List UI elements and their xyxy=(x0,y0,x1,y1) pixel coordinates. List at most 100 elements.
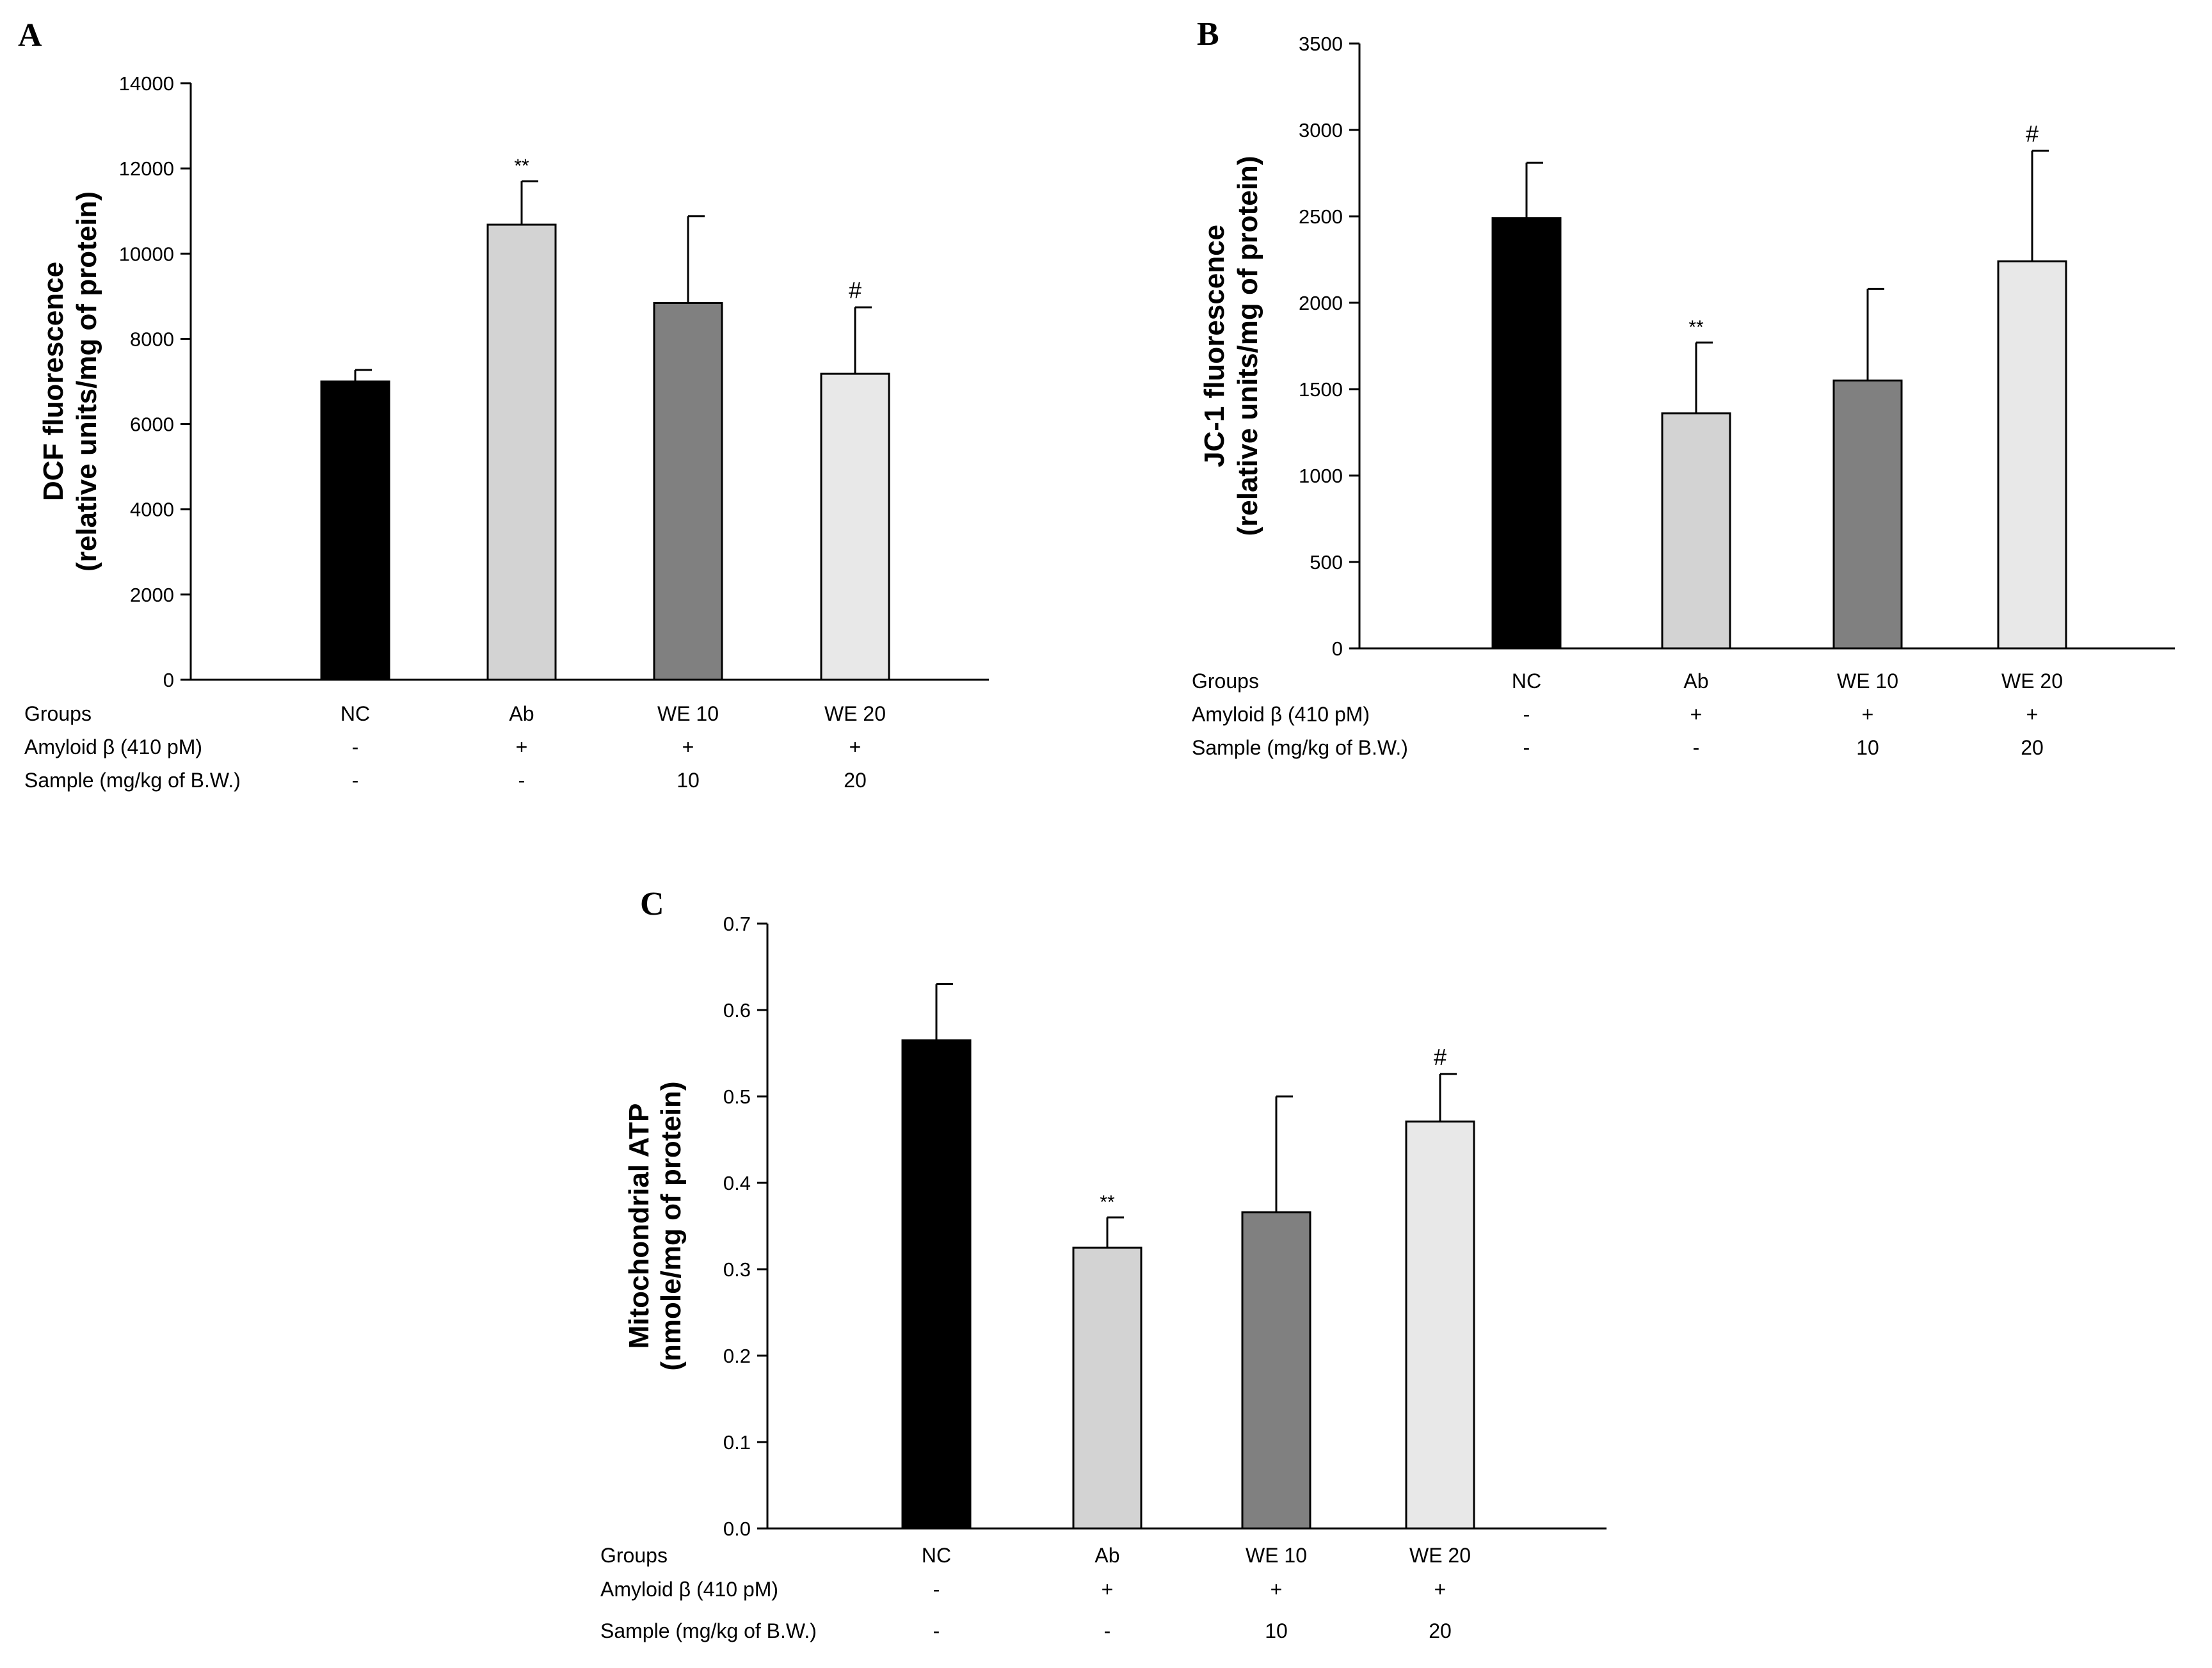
x-category-label: WE 20 xyxy=(2001,670,2063,693)
y-tick-label: 0 xyxy=(163,669,174,691)
y-tick-label: 6000 xyxy=(130,413,174,436)
amyloid-value: + xyxy=(849,735,862,758)
sample-dose-value: 20 xyxy=(844,769,867,792)
panel-label: C xyxy=(640,886,664,922)
amyloid-value: + xyxy=(1270,1578,1283,1601)
x-category-label: WE 10 xyxy=(1246,1544,1307,1567)
y-tick-label: 2000 xyxy=(1299,292,1343,314)
amyloid-value: - xyxy=(933,1578,940,1601)
bar-nc xyxy=(320,380,390,681)
x-category-label: WE 10 xyxy=(657,702,719,725)
sample-dose-value: - xyxy=(933,1619,940,1642)
y-tick-label: 1000 xyxy=(1299,465,1343,487)
x-category-label: Ab xyxy=(1094,1544,1119,1567)
table-row-label: Groups xyxy=(24,702,92,725)
table-row-label: Sample (mg/kg of B.W.) xyxy=(600,1619,817,1642)
significance-marker: ** xyxy=(1688,317,1704,338)
chart-panel-a: A 0 2000 4000 6000 8000 10000 12000 14000 DCF flu… xyxy=(18,17,989,792)
y-axis-title: JC-1 fluorescence xyxy=(1199,225,1230,467)
y-tick-label: 3000 xyxy=(1299,119,1343,141)
y-tick-label: 10000 xyxy=(119,243,174,265)
sample-dose-value: 10 xyxy=(1265,1619,1288,1642)
amyloid-value: + xyxy=(516,735,528,758)
amyloid-value: + xyxy=(1102,1578,1114,1601)
bar-we10 xyxy=(653,302,723,681)
significance-marker: # xyxy=(849,277,862,303)
y-axis-title: DCF fluorescence xyxy=(38,262,69,501)
bar-ab xyxy=(1072,1246,1142,1530)
x-category-label: WE 20 xyxy=(824,702,886,725)
y-tick-label: 0.7 xyxy=(723,913,751,935)
y-axis-subtitle: (relative units/mg of protein) xyxy=(71,191,102,572)
y-tick-label: 0.6 xyxy=(723,999,751,1022)
x-category-label: Ab xyxy=(509,702,534,725)
table-row-label: Amyloid β (410 pM) xyxy=(600,1578,778,1601)
y-axis-title: Mitochondrial ATP xyxy=(623,1103,655,1349)
amyloid-value: + xyxy=(2026,703,2039,726)
sample-dose-value: 10 xyxy=(677,769,700,792)
y-tick-label: 0.3 xyxy=(723,1258,751,1281)
table-row-label: Sample (mg/kg of B.W.) xyxy=(1192,736,1408,759)
y-tick-label: 12000 xyxy=(119,157,174,180)
y-tick-label: 2000 xyxy=(130,584,174,606)
table-row-label: Groups xyxy=(600,1544,668,1567)
table-row-label: Sample (mg/kg of B.W.) xyxy=(24,769,241,792)
significance-marker: # xyxy=(1434,1044,1447,1070)
sample-dose-value: - xyxy=(352,769,359,792)
amyloid-value: + xyxy=(682,735,694,758)
y-tick-label: 1500 xyxy=(1299,378,1343,401)
y-tick-label: 0.4 xyxy=(723,1172,751,1194)
bar-nc xyxy=(1491,217,1562,650)
y-tick-label: 0.2 xyxy=(723,1345,751,1367)
significance-marker: ** xyxy=(1100,1192,1115,1213)
amyloid-value: + xyxy=(1862,703,1874,726)
bar-we20 xyxy=(1997,260,2067,650)
x-category-label: NC xyxy=(1512,670,1541,693)
sample-dose-value: 10 xyxy=(1856,736,1879,759)
y-axis-subtitle: (nmole/mg of protein) xyxy=(655,1081,687,1370)
y-axis-subtitle: (relative units/mg of protein) xyxy=(1232,156,1263,536)
y-tick-label: 14000 xyxy=(119,72,174,95)
amyloid-value: + xyxy=(1434,1578,1447,1601)
y-tick-label: 0.0 xyxy=(723,1518,751,1540)
x-category-label: WE 20 xyxy=(1409,1544,1471,1567)
y-tick-label: 500 xyxy=(1310,551,1343,573)
panel-label: B xyxy=(1197,16,1219,52)
panel-label: A xyxy=(18,17,42,54)
sample-dose-value: 20 xyxy=(2021,736,2044,759)
x-category-label: WE 10 xyxy=(1837,670,1898,693)
bar-nc xyxy=(901,1039,972,1530)
sample-dose-value: - xyxy=(1523,736,1530,759)
bar-ab xyxy=(486,223,557,681)
significance-marker: # xyxy=(2026,120,2039,147)
y-tick-label: 8000 xyxy=(130,328,174,350)
bar-ab xyxy=(1661,412,1731,650)
table-row-label: Groups xyxy=(1192,670,1259,693)
amyloid-value: - xyxy=(352,735,359,758)
y-tick-label: 0.1 xyxy=(723,1431,751,1454)
chart-panel-b: B 0 500 1000 1500 2000 2500 3000 3500 JC-1 fluore… xyxy=(1192,16,2175,759)
y-tick-label: 2500 xyxy=(1299,205,1343,228)
y-tick-label: 3500 xyxy=(1299,33,1343,55)
x-category-label: NC xyxy=(922,1544,951,1567)
bar-we10 xyxy=(1241,1211,1311,1530)
chart-panel-c: C 0.0 0.1 0.2 0.3 0.4 0.5 0.6 0.7 Mitochondrial A… xyxy=(600,886,1607,1642)
sample-dose-value: - xyxy=(518,769,525,792)
bar-we20 xyxy=(820,373,890,681)
amyloid-value: - xyxy=(1523,703,1530,726)
table-row-label: Amyloid β (410 pM) xyxy=(1192,703,1370,726)
amyloid-value: + xyxy=(1690,703,1703,726)
bar-we20 xyxy=(1405,1120,1475,1530)
sample-dose-value: 20 xyxy=(1429,1619,1452,1642)
bar-we10 xyxy=(1832,380,1903,650)
y-tick-label: 4000 xyxy=(130,499,174,521)
x-category-label: NC xyxy=(341,702,370,725)
y-tick-label: 0 xyxy=(1332,638,1343,660)
sample-dose-value: - xyxy=(1104,1619,1111,1642)
x-category-label: Ab xyxy=(1683,670,1708,693)
y-tick-label: 0.5 xyxy=(723,1086,751,1108)
significance-marker: ** xyxy=(514,156,529,177)
sample-dose-value: - xyxy=(1693,736,1700,759)
table-row-label: Amyloid β (410 pM) xyxy=(24,735,202,758)
